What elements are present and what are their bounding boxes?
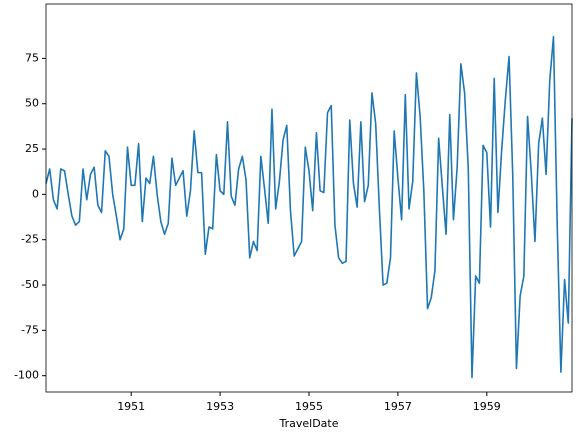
- y-tick-label: -100: [14, 369, 39, 382]
- data-line: [45, 35, 573, 379]
- x-tick-label: 1957: [384, 400, 412, 413]
- x-tick-label: 1953: [206, 400, 234, 413]
- y-tick-label: 75: [25, 51, 39, 64]
- y-tick-label: 25: [25, 142, 39, 155]
- y-tick-label: -25: [21, 233, 39, 246]
- x-axis-label: TravelDate: [279, 417, 339, 430]
- x-tick-label: 1955: [295, 400, 323, 413]
- y-tick-label: 0: [32, 187, 39, 200]
- y-tick-label: -50: [21, 278, 39, 291]
- y-tick-label: -75: [21, 323, 39, 336]
- x-tick-label: 1959: [473, 400, 501, 413]
- y-tick-label: 50: [25, 97, 39, 110]
- x-tick-label: 1951: [117, 400, 145, 413]
- plot-frame: [45, 3, 573, 393]
